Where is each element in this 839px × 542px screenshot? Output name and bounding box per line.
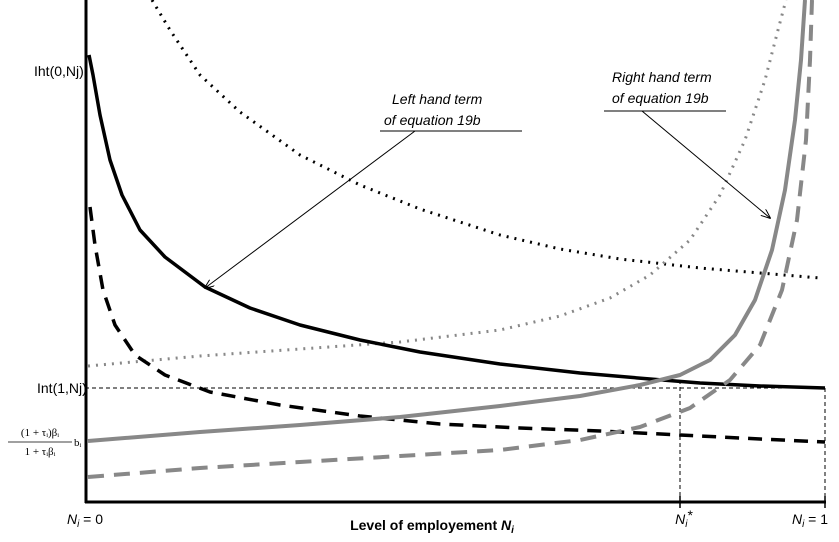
- x-label-rest: *: [687, 507, 693, 523]
- x-label-sub: i: [802, 519, 805, 530]
- axis-title-sub: i: [511, 525, 514, 536]
- x-label: Ni*: [675, 507, 693, 530]
- annotation-suffix: b: [701, 90, 709, 106]
- annotation-line: of equation 19b: [612, 90, 709, 106]
- x-label: Ni = 1: [792, 511, 828, 530]
- annotation-line: Right hand term: [612, 69, 712, 85]
- x-label-sub: i: [685, 519, 688, 530]
- dotted-grey-curve: [87, 0, 788, 368]
- dotted-black-curve: [150, 0, 821, 280]
- annotation-line: Left hand term: [392, 91, 483, 107]
- annotation-text: of equation 19: [384, 112, 473, 128]
- axis-title-text: Level of employement: [350, 517, 501, 533]
- formula-numerator: (1 + τᵢ)βᵢ: [21, 427, 59, 439]
- annotation-arrow: [205, 130, 416, 288]
- dashed-grey-curve: [87, 0, 814, 479]
- axis-title: Level of employement Ni: [350, 517, 514, 536]
- x-label-main: N: [67, 511, 78, 527]
- x-label-sub: i: [77, 519, 80, 530]
- x-label: Ni = 0: [67, 511, 103, 530]
- y-label: Iht(0,Nj): [34, 63, 84, 79]
- annotation-line: of equation 19b: [384, 112, 481, 128]
- x-label-main: N: [675, 511, 686, 527]
- annotation-arrow: [641, 110, 770, 218]
- axis-title-main: N: [501, 517, 512, 533]
- annotation-suffix: b: [473, 112, 481, 128]
- x-label-rest: = 1: [804, 511, 828, 527]
- formula-denominator: 1 + τᵢβᵢ: [25, 446, 56, 458]
- formula-factor: bᵢ: [74, 437, 82, 449]
- x-label-rest: = 0: [79, 511, 103, 527]
- dashed-black-curve: [88, 206, 826, 444]
- x-label-main: N: [792, 511, 803, 527]
- annotation-text: of equation 19: [612, 90, 701, 106]
- y-label: Int(1,Nj): [37, 380, 87, 396]
- solid-grey-curve: [87, 0, 807, 443]
